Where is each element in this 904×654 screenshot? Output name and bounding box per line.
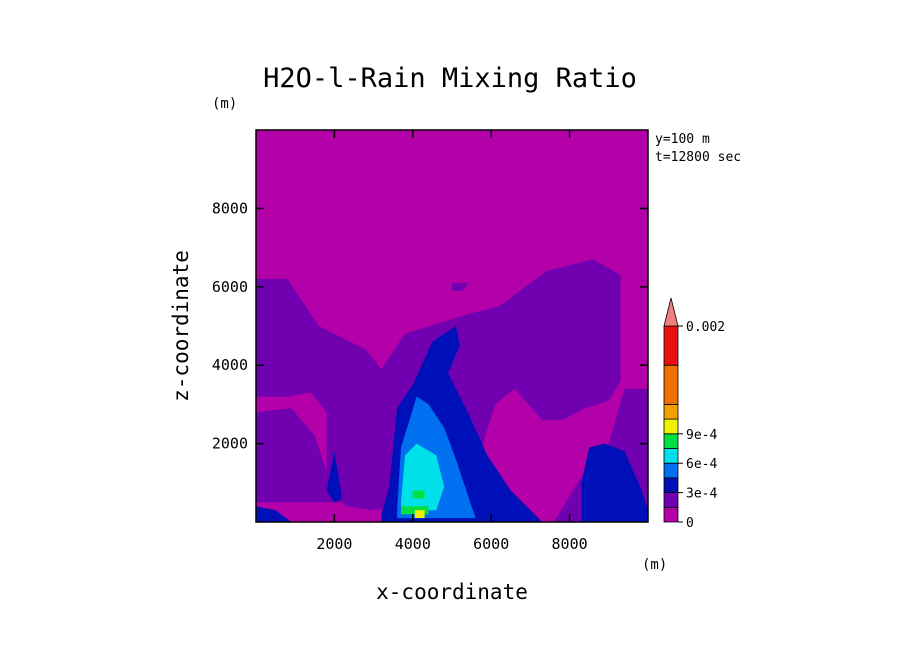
chart-title: H2O-l-Rain Mixing Ratio — [263, 63, 637, 94]
colorbar: 0 3e-4 6e-4 9e-4 0.002 — [663, 297, 725, 531]
plot-frame — [255, 129, 649, 523]
colorbar-segment-5 — [663, 433, 679, 449]
contour-region-2 — [452, 282, 468, 291]
contour-region-3 — [256, 408, 343, 503]
x-axis-title: x-coordinate — [376, 580, 528, 604]
colorbar-segment-8 — [663, 364, 679, 405]
colorbar-segment-3 — [663, 462, 679, 479]
y-tick-label-8000: 8000 — [212, 199, 248, 217]
contour-region-11 — [412, 490, 425, 499]
y-unit-label: (m) — [212, 96, 237, 112]
colorbar-label-3: 9e-4 — [686, 428, 717, 443]
y-axis: 2000 4000 6000 8000 — [212, 199, 648, 453]
y-tick-label-4000: 4000 — [212, 356, 248, 374]
colorbar-segment-4 — [663, 448, 679, 464]
colorbar-extend-arrow — [663, 297, 679, 327]
y-axis-title: z-coordinate — [169, 250, 193, 402]
x-tick-label-4000: 4000 — [395, 535, 431, 553]
x-unit-label: (m) — [642, 557, 667, 573]
colorbar-label-0: 0 — [686, 516, 694, 531]
colorbar-label-2: 6e-4 — [686, 457, 717, 472]
colorbar-segment-6 — [663, 418, 679, 435]
contour-region-9 — [401, 443, 445, 511]
annotation-t: t=12800 sec — [655, 150, 741, 165]
contour-layer — [256, 259, 648, 522]
contour-region-7 — [326, 451, 343, 503]
colorbar-segment-9 — [663, 325, 679, 366]
colorbar-segment-7 — [663, 403, 679, 420]
colorbar-segment-0 — [663, 506, 679, 523]
y-tick-label-2000: 2000 — [212, 435, 248, 453]
x-tick-label-6000: 6000 — [473, 535, 509, 553]
y-tick-label-6000: 6000 — [212, 278, 248, 296]
colorbar-segment-1 — [663, 492, 679, 508]
contour-region-5 — [581, 443, 648, 522]
x-axis: 2000 4000 6000 8000 — [316, 130, 588, 553]
x-tick-label-2000: 2000 — [316, 535, 352, 553]
contour-region-12 — [414, 510, 425, 519]
contour-region-6 — [256, 506, 292, 522]
colorbar-label-4: 0.002 — [686, 320, 725, 335]
colorbar-segment-2 — [663, 477, 679, 493]
colorbar-label-1: 3e-4 — [686, 487, 717, 502]
annotation-y: y=100 m — [655, 132, 710, 147]
x-tick-label-8000: 8000 — [552, 535, 588, 553]
